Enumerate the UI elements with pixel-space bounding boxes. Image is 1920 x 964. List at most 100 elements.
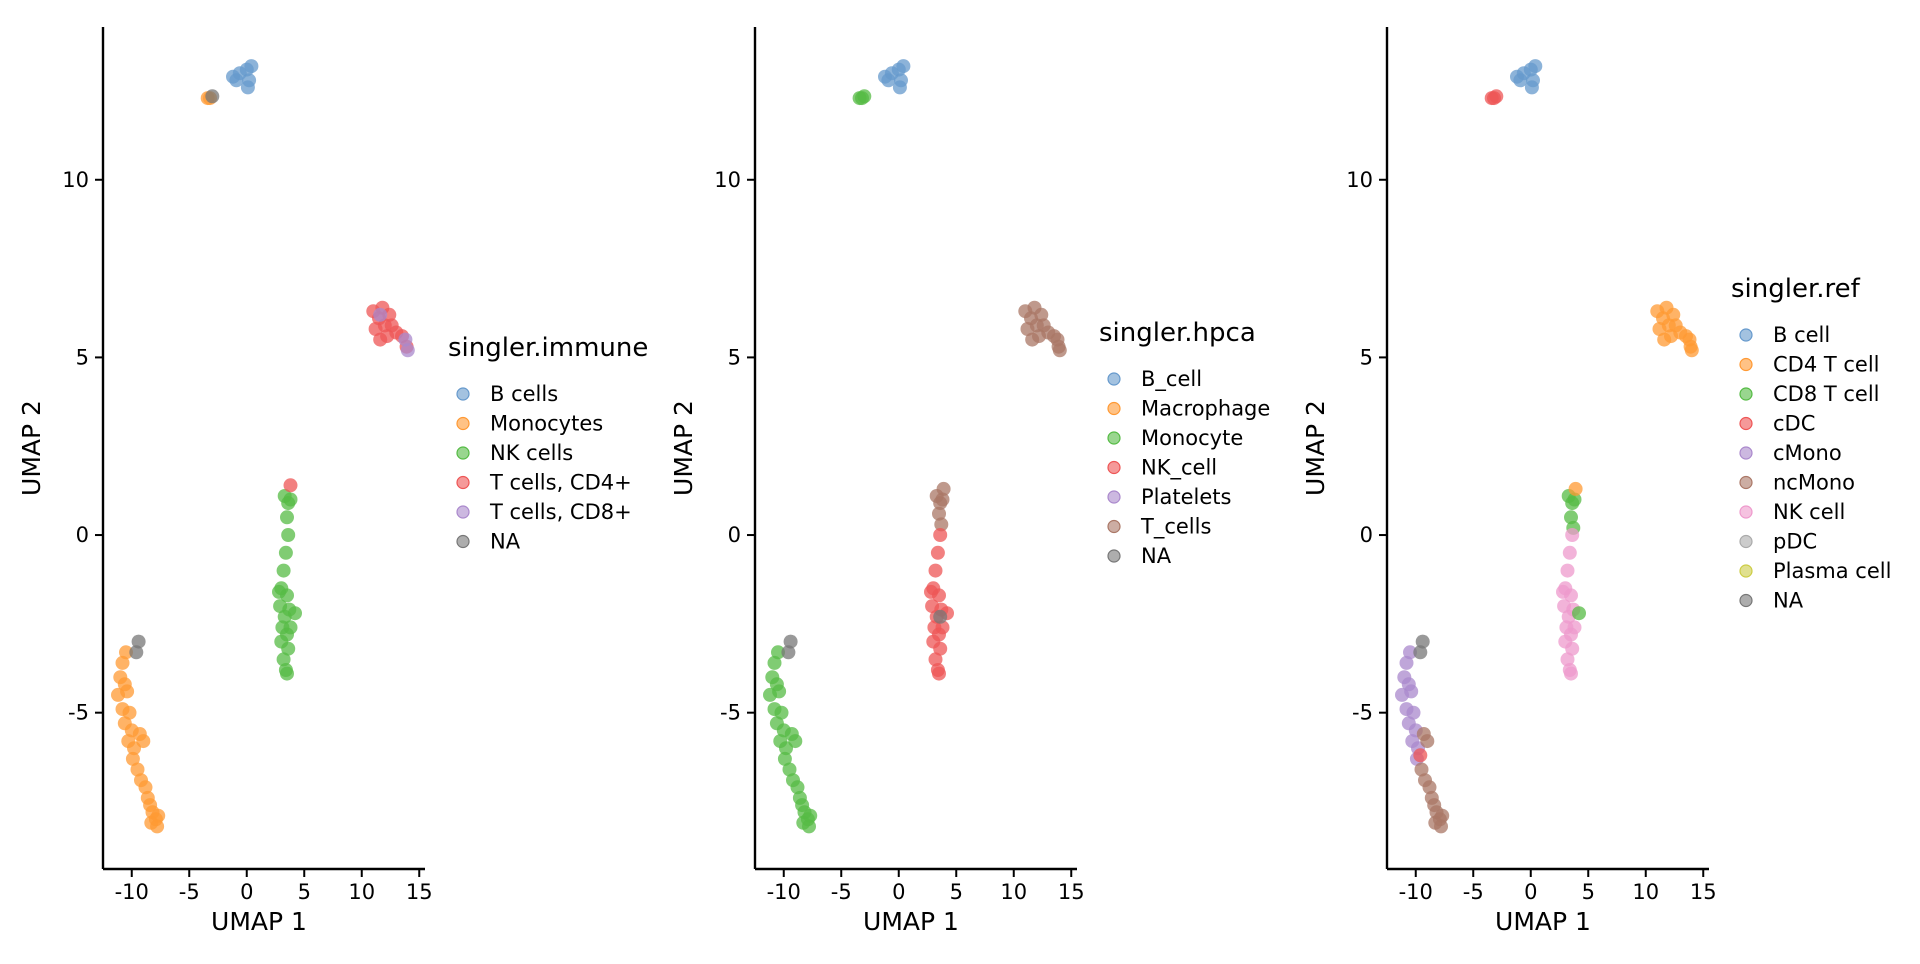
data-point (130, 762, 145, 777)
legend-marker (456, 505, 470, 519)
scatter-points (1395, 59, 1699, 834)
legend-marker (1739, 357, 1753, 372)
data-point (276, 563, 291, 578)
x-axis-title: UMAP 1 (863, 907, 959, 936)
legend-marker (1107, 372, 1121, 386)
umap-panel-3: -10 -5 0 5 10 15 -5 0 5 10 UMAP 1 UMAP 2 singler.ref… (1301, 27, 1891, 936)
scatter-points (111, 59, 415, 834)
x-tick-label: 0 (240, 880, 253, 904)
legend-label: B_cell (1141, 367, 1202, 392)
legend-label: T cells, CD8+ (489, 500, 632, 524)
data-point (1524, 80, 1539, 95)
y-tick-label: 0 (728, 523, 741, 547)
data-point (1025, 332, 1040, 347)
legend-marker (1739, 564, 1753, 578)
legend-title: singler.ref (1731, 274, 1861, 304)
data-point (1420, 734, 1435, 749)
legend-marker (1107, 490, 1121, 504)
data-point (774, 705, 789, 720)
x-tick-label: 10 (1000, 880, 1027, 904)
data-point (1560, 563, 1575, 578)
data-point (936, 481, 951, 496)
legend-marker (1739, 446, 1753, 460)
data-point (1414, 762, 1429, 777)
y-tick-label: 10 (62, 168, 89, 192)
x-tick-label: 10 (348, 880, 375, 904)
legend: singler.immune B cells Monocytes NK cells T … (448, 333, 648, 554)
legend-label: Macrophage (1141, 397, 1270, 421)
data-point (1657, 332, 1672, 347)
data-point (373, 307, 388, 322)
legend-marker (1739, 593, 1753, 608)
data-point (129, 645, 144, 660)
data-point (790, 780, 805, 795)
data-point (125, 751, 140, 766)
data-point (280, 510, 294, 525)
y-axis-title: UMAP 2 (669, 400, 698, 496)
data-point (281, 528, 296, 542)
data-point (1568, 481, 1583, 496)
data-point (777, 751, 792, 766)
legend-label: ncMono (1773, 471, 1855, 495)
data-point (1052, 343, 1067, 358)
x-axis-title: UMAP 1 (1495, 907, 1591, 936)
legend-label: CD8 T cell (1773, 382, 1880, 406)
legend-label: pDC (1773, 530, 1817, 554)
data-point (368, 322, 383, 336)
data-point (771, 645, 785, 660)
umap-panel-2: -10 -5 0 5 10 15 -5 0 5 10 UMAP 1 UMAP 2 singler.hpc… (669, 27, 1270, 936)
legend-marker (1739, 505, 1753, 519)
legend-label: B cell (1773, 323, 1830, 347)
data-point (281, 641, 296, 656)
data-point (857, 89, 872, 104)
y-tick-label: 10 (714, 168, 741, 192)
data-point (1528, 59, 1543, 74)
legend-marker (1739, 416, 1753, 431)
data-point (115, 655, 130, 670)
y-tick-label: 5 (76, 345, 89, 369)
legend-label: Plasma cell (1773, 559, 1891, 583)
legend-marker (456, 416, 470, 431)
x-axis-title: UMAP 1 (211, 907, 307, 936)
data-point (933, 609, 948, 624)
legend-marker (456, 534, 470, 549)
data-point (892, 80, 907, 95)
data-point (1565, 641, 1580, 656)
y-tick-label: 5 (1360, 345, 1373, 369)
data-point (1567, 492, 1582, 507)
legend-label: NA (490, 530, 521, 554)
data-point (240, 80, 255, 95)
data-point (1415, 634, 1430, 649)
data-point (1422, 780, 1437, 795)
legend: singler.hpca B_cell Macrophage Monocyte NK_c… (1099, 318, 1270, 568)
data-point (767, 655, 782, 670)
data-point (122, 705, 137, 720)
legend-label: NK cells (490, 441, 573, 465)
x-tick-label: -10 (767, 880, 801, 904)
data-point (244, 59, 259, 74)
data-point (1560, 652, 1575, 667)
data-point (120, 684, 135, 699)
legend-marker (1739, 328, 1753, 342)
data-point (1684, 343, 1699, 358)
data-point (1564, 510, 1578, 525)
legend-marker (456, 446, 470, 460)
x-tick-label: 15 (406, 880, 433, 904)
legend-label: NA (1773, 589, 1804, 613)
y-tick-label: 0 (1360, 523, 1373, 547)
data-point (1413, 645, 1428, 660)
legend-marker (1739, 534, 1753, 549)
data-point (398, 332, 413, 347)
y-tick-label: 10 (1346, 168, 1373, 192)
legend-label: B cells (490, 382, 558, 406)
data-point (1403, 645, 1417, 660)
data-point (928, 652, 943, 667)
data-point (1562, 545, 1577, 560)
y-tick-label: -5 (68, 701, 89, 725)
data-point (151, 808, 166, 823)
data-point (288, 606, 302, 621)
data-point (924, 584, 938, 599)
data-point (932, 506, 946, 521)
data-point (136, 734, 151, 749)
